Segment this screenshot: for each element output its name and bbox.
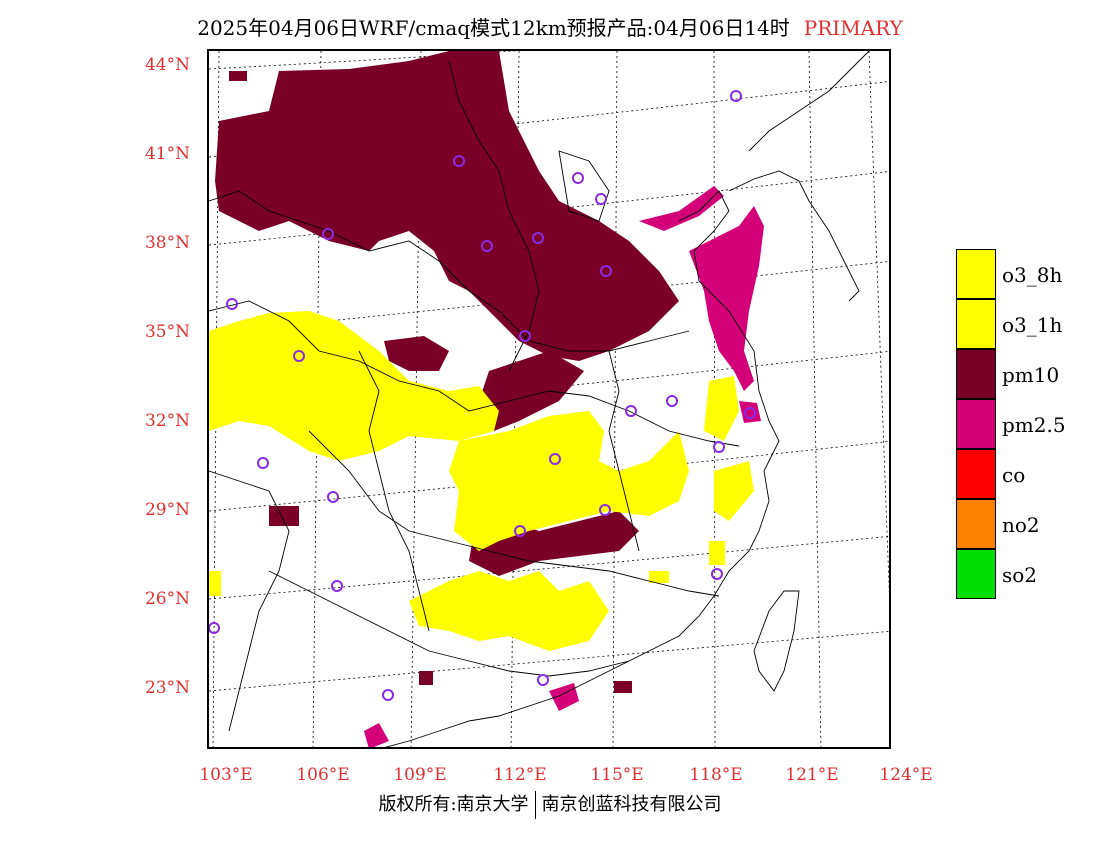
legend-label: pm2.5 <box>1002 413 1066 437</box>
lat-label-29: 29°N <box>144 500 190 520</box>
legend-label: o3_8h <box>1002 263 1063 287</box>
legend-label: pm10 <box>1002 363 1060 387</box>
legend-label: so2 <box>1002 563 1038 587</box>
lat-label-26: 26°N <box>144 589 190 609</box>
legend-swatch <box>956 349 996 399</box>
copyright-left: 版权所有:南京大学 <box>378 794 529 815</box>
pm10-region <box>215 51 679 693</box>
boundaries <box>209 51 870 747</box>
lon-label-115: 115°E <box>590 765 644 785</box>
lat-label-35: 35°N <box>144 322 190 342</box>
lat-label-44: 44°N <box>144 55 190 75</box>
lat-label-41: 41°N <box>144 144 190 164</box>
map-title: 2025年04月06日WRF/cmaq模式12km预报产品:04月06日14时 P… <box>0 12 1100 41</box>
station-markers <box>209 90 756 701</box>
footer-separator <box>534 791 536 819</box>
legend-swatch <box>956 399 996 449</box>
lat-label-38: 38°N <box>144 233 190 253</box>
pm25-region <box>364 186 764 747</box>
legend-swatch <box>956 449 996 499</box>
legend-swatch <box>956 299 996 349</box>
lon-label-106: 106°E <box>296 765 350 785</box>
lon-label-103: 103°E <box>199 765 253 785</box>
pollutant-map <box>209 51 889 747</box>
legend-label: no2 <box>1002 513 1040 537</box>
lat-label-32: 32°N <box>144 411 190 431</box>
legend-swatch <box>956 549 996 599</box>
copyright-right: 南京创蓝科技有限公司 <box>541 794 722 815</box>
lon-label-121: 121°E <box>785 765 839 785</box>
legend-label: co <box>1002 463 1026 487</box>
map-title-main: 2025年04月06日WRF/cmaq模式12km预报产品:04月06日14时 <box>197 16 790 40</box>
lon-label-124: 124°E <box>879 765 933 785</box>
lon-label-109: 109°E <box>393 765 447 785</box>
lon-label-112: 112°E <box>493 765 547 785</box>
map-area <box>207 49 891 749</box>
legend-swatch <box>956 249 996 299</box>
o3-region <box>209 311 754 651</box>
lat-label-23: 23°N <box>144 678 190 698</box>
map-title-tag: PRIMARY <box>803 16 903 40</box>
legend-label: o3_1h <box>1002 313 1063 337</box>
legend-swatch <box>956 499 996 549</box>
lon-label-118: 118°E <box>689 765 743 785</box>
copyright-footer: 版权所有:南京大学 南京创蓝科技有限公司 <box>0 790 1100 819</box>
